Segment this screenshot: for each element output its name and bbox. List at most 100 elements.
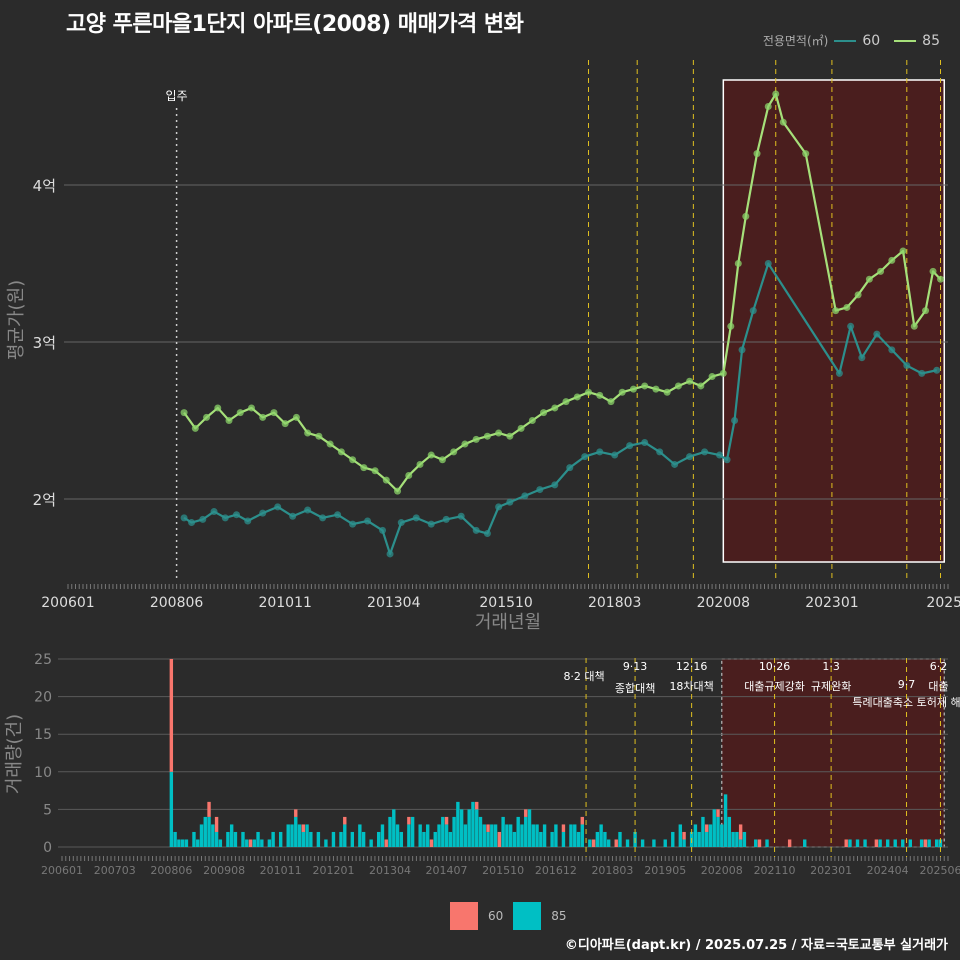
occupancy-label: 입주 <box>166 89 188 103</box>
bar-85 <box>358 824 362 847</box>
x-tick-label-bottom: 200908 <box>203 864 245 877</box>
bar-60 <box>844 839 848 847</box>
data-point-60 <box>764 260 772 267</box>
x-tick-label-bottom: 201407 <box>426 864 468 877</box>
data-point-85 <box>472 435 480 443</box>
data-point-85 <box>585 388 593 396</box>
bar-85 <box>377 831 381 847</box>
bar-85 <box>459 809 464 847</box>
legend-bottom: 60 85 <box>450 902 567 930</box>
bar-60 <box>874 839 879 847</box>
x-tick-label-bottom: 202110 <box>754 864 796 877</box>
data-point-85 <box>772 90 780 98</box>
policy-date-label: 10·26 <box>759 660 791 673</box>
policy-date-label: 12·16 <box>676 660 708 673</box>
y-tick-label: 4억 <box>33 177 56 195</box>
data-point-85 <box>337 448 345 456</box>
data-point-60 <box>716 451 724 459</box>
x-tick-label-bottom: 200601 <box>41 864 83 877</box>
data-point-60 <box>412 514 420 522</box>
bar-85 <box>535 824 539 847</box>
bar-85 <box>727 816 732 847</box>
bar-85 <box>603 831 607 847</box>
data-point-85 <box>674 382 682 390</box>
x-tick-label: 202301 <box>805 595 858 611</box>
data-point-85 <box>304 429 312 437</box>
data-point-85 <box>573 393 581 401</box>
data-point-60 <box>611 451 619 459</box>
bar-60 <box>716 809 720 817</box>
data-point-85 <box>371 467 379 475</box>
bar-85 <box>606 839 611 847</box>
x-tick-label-bottom: 202008 <box>701 864 743 877</box>
data-point-60 <box>723 456 731 464</box>
data-point-60 <box>888 346 896 354</box>
data-point-60 <box>918 369 926 377</box>
bar-60 <box>580 816 584 825</box>
bar-85 <box>735 831 739 847</box>
bar-85 <box>211 824 215 847</box>
bar-85 <box>180 839 185 847</box>
bar-85 <box>297 824 302 847</box>
bar-85 <box>878 839 882 847</box>
bar-85 <box>203 816 207 847</box>
policy-label: 18차대책 <box>669 680 713 693</box>
data-point-60 <box>334 511 342 519</box>
bar-85 <box>512 831 517 847</box>
bar-85 <box>399 831 404 847</box>
data-point-60 <box>506 498 514 506</box>
bar-85 <box>343 824 347 847</box>
data-point-60 <box>671 460 679 468</box>
bar-85 <box>901 839 905 847</box>
bar-85 <box>478 816 483 847</box>
bar-85 <box>652 839 656 847</box>
bar-60 <box>407 816 411 825</box>
bar-85 <box>395 824 400 847</box>
bar-85 <box>848 839 852 847</box>
data-point-60 <box>835 369 843 377</box>
bar-85 <box>388 816 392 847</box>
x-tick-label-bottom: 201201 <box>312 864 354 877</box>
data-point-85 <box>562 398 570 406</box>
data-point-85 <box>899 247 907 255</box>
x-tick-label: 201011 <box>258 595 311 611</box>
bar-85 <box>697 831 701 847</box>
bar-85 <box>350 831 355 847</box>
bar-85 <box>893 839 897 847</box>
bar-85 <box>286 824 290 847</box>
data-point-85 <box>663 388 671 396</box>
x-tick-label: 201803 <box>588 595 641 611</box>
data-point-85 <box>753 150 761 158</box>
data-point-85 <box>528 417 536 424</box>
data-point-85 <box>394 487 402 495</box>
bar-60 <box>705 824 709 832</box>
highlight-box-bottom <box>721 658 945 848</box>
bar-85 <box>855 839 860 847</box>
data-point-60 <box>521 492 529 500</box>
data-point-60 <box>233 511 241 519</box>
bar-85 <box>271 831 275 847</box>
bar-85 <box>765 839 769 847</box>
data-point-85 <box>517 424 525 432</box>
policy-label: 특례대출축소 토허제 해 <box>852 695 960 709</box>
data-point-85 <box>461 440 469 448</box>
bar-85 <box>184 839 189 847</box>
bar-60 <box>301 824 305 832</box>
data-point-85 <box>618 388 626 396</box>
bar-85 <box>448 831 453 847</box>
bar-85 <box>267 839 272 847</box>
bar-85 <box>863 839 867 847</box>
bar-85 <box>407 824 411 847</box>
legend-label-85: 85 <box>922 32 940 49</box>
y-tick-label: 3억 <box>33 334 56 352</box>
bar-85 <box>550 831 554 847</box>
x-tick-label: 200806 <box>150 595 204 611</box>
x-tick-label-bottom: 201803 <box>591 864 633 877</box>
bar-85 <box>490 824 494 847</box>
bar-60 <box>787 839 792 847</box>
data-point-60 <box>626 442 634 450</box>
bar-85 <box>369 839 373 847</box>
data-point-60 <box>442 515 450 523</box>
data-point-85 <box>506 432 514 440</box>
